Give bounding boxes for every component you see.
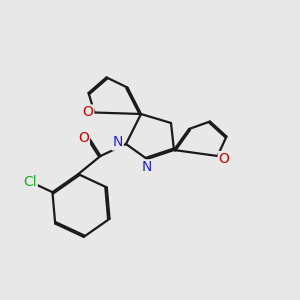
Text: O: O [78, 131, 89, 145]
Text: Cl: Cl [23, 175, 37, 189]
Text: O: O [82, 106, 93, 119]
Text: N: N [112, 136, 123, 149]
Text: N: N [142, 160, 152, 174]
Text: O: O [219, 152, 230, 166]
